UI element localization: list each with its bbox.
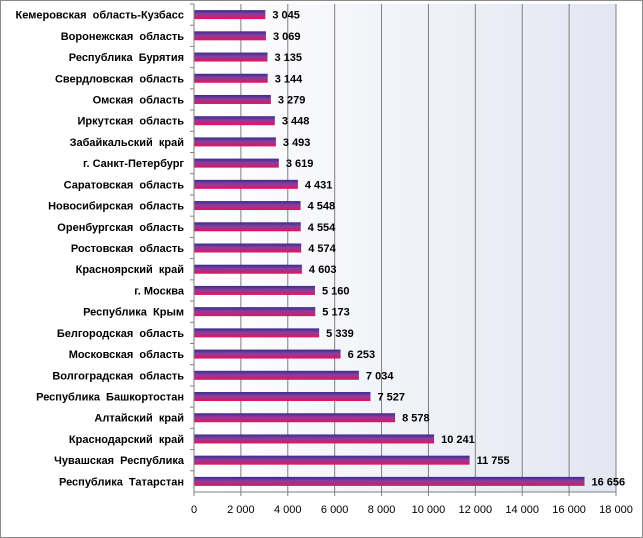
value-label: 3 279 — [278, 94, 306, 106]
bar — [194, 370, 359, 380]
x-tick-label: 6 000 — [321, 504, 349, 516]
bar — [194, 392, 371, 402]
category-label: Ростовская область — [71, 243, 184, 255]
category-labels: Кемеровская область-Кузбасс Воронежская о… — [16, 10, 185, 489]
bar — [194, 158, 279, 168]
bar — [194, 413, 396, 423]
bar — [194, 116, 275, 126]
value-label: 16 656 — [591, 476, 625, 488]
value-label: 3 619 — [286, 158, 314, 170]
value-label: 6 253 — [348, 349, 376, 361]
category-label: Иркутская область — [77, 116, 184, 128]
x-tick-label: 18 000 — [599, 504, 633, 516]
bar — [194, 434, 435, 444]
value-label: 5 160 — [322, 285, 350, 297]
category-label: Кемеровская область-Кузбасс — [16, 10, 184, 22]
value-label: 8 578 — [402, 413, 430, 425]
category-label: г. Санкт-Петербург — [83, 158, 184, 170]
value-label: 5 173 — [322, 307, 350, 319]
bar — [194, 264, 302, 274]
bar — [194, 10, 266, 20]
category-label: Алтайский край — [94, 413, 184, 425]
bar — [194, 349, 341, 359]
value-label: 4 574 — [308, 243, 336, 255]
value-label: 3 493 — [283, 137, 311, 149]
value-label: 7 527 — [377, 392, 405, 404]
category-label: Московская область — [69, 349, 185, 361]
value-label: 7 034 — [366, 370, 394, 382]
x-tick-label: 8 000 — [368, 504, 396, 516]
bar — [194, 179, 298, 189]
bar — [194, 243, 302, 253]
x-tick-label: 12 000 — [459, 504, 493, 516]
category-label: Свердловская область — [55, 73, 184, 85]
category-label: Новосибирская область — [48, 201, 184, 213]
value-label: 3 135 — [274, 52, 302, 64]
value-label: 4 431 — [305, 179, 333, 191]
value-label: 5 339 — [326, 328, 354, 340]
category-label: Республика Крым — [83, 307, 184, 319]
category-label: Красноярский край — [76, 264, 184, 276]
bar — [194, 31, 266, 41]
x-tick-label: 16 000 — [552, 504, 586, 516]
x-tick-labels: 0 2 000 4 000 6 000 8 000 10 000 12 000 14 000 1… — [191, 504, 633, 516]
category-label: Воронежская область — [61, 31, 184, 43]
category-label: г. Москва — [134, 285, 185, 297]
category-label: Оренбургская область — [57, 222, 184, 234]
bar — [194, 307, 316, 317]
bar — [194, 285, 315, 295]
x-tick-label: 4 000 — [274, 504, 302, 516]
x-tick-label: 0 — [191, 504, 197, 516]
value-label: 4 603 — [309, 264, 337, 276]
category-label: Забайкальский край — [70, 137, 184, 149]
category-label: Республика Бурятия — [69, 52, 184, 64]
value-labels: 3 045 3 069 3 135 3 144 3 279 3 448 3 493 3 619… — [272, 10, 625, 489]
bar — [194, 73, 268, 83]
bar — [194, 476, 585, 486]
value-label: 4 554 — [308, 222, 336, 234]
category-label: Чувашская Республика — [54, 455, 185, 467]
category-label: Республика Татарстан — [59, 476, 184, 488]
value-label: 3 045 — [272, 10, 300, 22]
bar — [194, 94, 271, 104]
axes — [190, 3, 616, 493]
category-label: Краснодарский край — [69, 434, 184, 446]
category-label: Волгоградская область — [52, 370, 184, 382]
bar — [194, 52, 268, 62]
value-label: 3 448 — [282, 116, 310, 128]
value-label: 3 069 — [273, 31, 301, 43]
x-tick-label: 2 000 — [227, 504, 255, 516]
category-label: Омская область — [93, 94, 185, 106]
category-label: Саратовская область — [64, 179, 185, 191]
bar — [194, 328, 320, 338]
bar — [194, 455, 470, 465]
bar — [194, 137, 276, 147]
bar — [194, 201, 301, 211]
x-tick-label: 14 000 — [505, 504, 539, 516]
bars — [194, 10, 585, 486]
x-tick-label: 10 000 — [412, 504, 446, 516]
value-label: 4 548 — [308, 201, 336, 213]
value-label: 3 144 — [275, 73, 303, 85]
value-label: 11 755 — [477, 455, 510, 467]
category-label: Республика Башкортостан — [36, 392, 184, 404]
category-label: Белгородская область — [57, 328, 184, 340]
bar — [194, 222, 301, 232]
value-label: 10 241 — [441, 434, 475, 446]
